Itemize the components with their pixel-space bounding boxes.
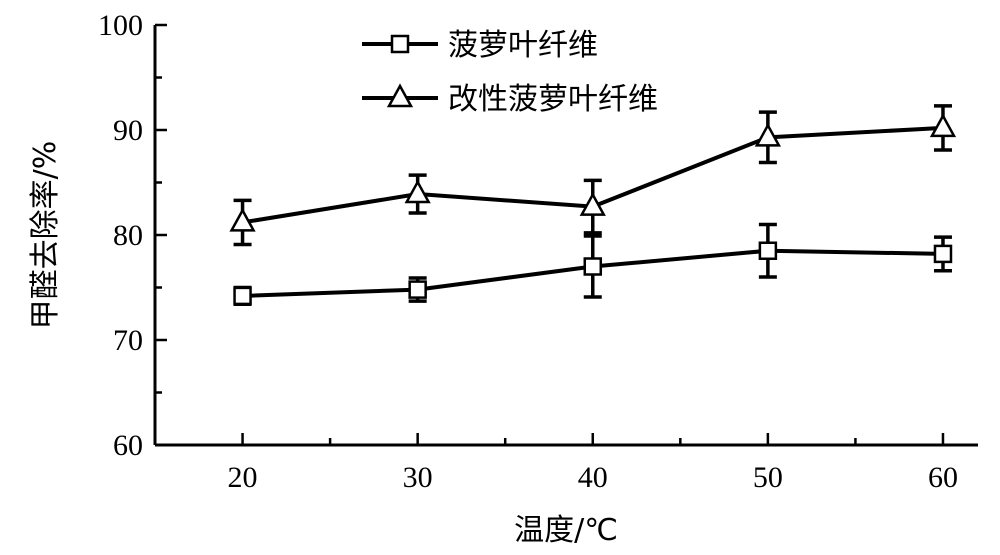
- x-tick-label: 20: [228, 461, 258, 494]
- x-tick-label: 40: [578, 461, 608, 494]
- x-tick-label: 50: [753, 461, 783, 494]
- x-axis-title: 温度/℃: [514, 513, 618, 548]
- data-point: [233, 286, 252, 306]
- data-point: [758, 241, 778, 260]
- legend-item: 菠萝叶纤维: [362, 28, 598, 63]
- y-tick-label: 70: [113, 324, 143, 357]
- ticks: 60 70 80 90 100 20 30 40 50 60: [98, 9, 958, 494]
- series-0: [233, 222, 953, 307]
- data-point: [579, 192, 606, 216]
- x-tick-label: 60: [928, 461, 958, 494]
- data-point: [229, 207, 256, 232]
- y-tick-label: 60: [113, 429, 143, 462]
- legend-label: 改性菠萝叶纤维: [448, 82, 658, 117]
- legend-item: 改性菠萝叶纤维: [362, 82, 658, 117]
- legend-marker: [386, 83, 414, 108]
- series-layer: [229, 104, 957, 307]
- series-1: [229, 104, 957, 247]
- data-point: [404, 179, 431, 204]
- data-point: [929, 113, 957, 138]
- y-tick-label: 80: [113, 219, 143, 252]
- x-tick-label: 30: [403, 461, 433, 494]
- data-point: [754, 122, 781, 147]
- legend-marker: [390, 34, 410, 54]
- data-point: [933, 244, 953, 264]
- y-tick-label: 100: [98, 9, 143, 42]
- data-point: [583, 257, 603, 276]
- data-point: [408, 280, 427, 299]
- y-axis-title: 甲醛去除率/%: [28, 141, 63, 330]
- y-tick-label: 90: [113, 114, 143, 147]
- legend-label: 菠萝叶纤维: [448, 28, 598, 63]
